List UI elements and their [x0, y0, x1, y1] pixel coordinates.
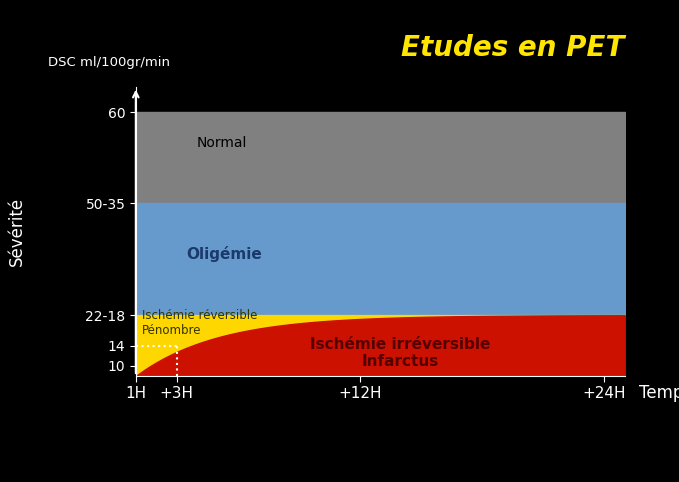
Text: Ischémie réversible
Pénombre: Ischémie réversible Pénombre — [142, 308, 257, 337]
Text: Ischémie irréversible
Infarctus: Ischémie irréversible Infarctus — [310, 337, 491, 369]
Text: Etudes en PET: Etudes en PET — [401, 34, 625, 62]
Text: Sévérité: Sévérité — [8, 197, 26, 266]
Text: Normal: Normal — [197, 135, 247, 149]
Text: Temps: Temps — [640, 384, 679, 402]
Text: DSC ml/100gr/min: DSC ml/100gr/min — [48, 56, 170, 69]
Text: Oligémie: Oligémie — [187, 246, 263, 262]
